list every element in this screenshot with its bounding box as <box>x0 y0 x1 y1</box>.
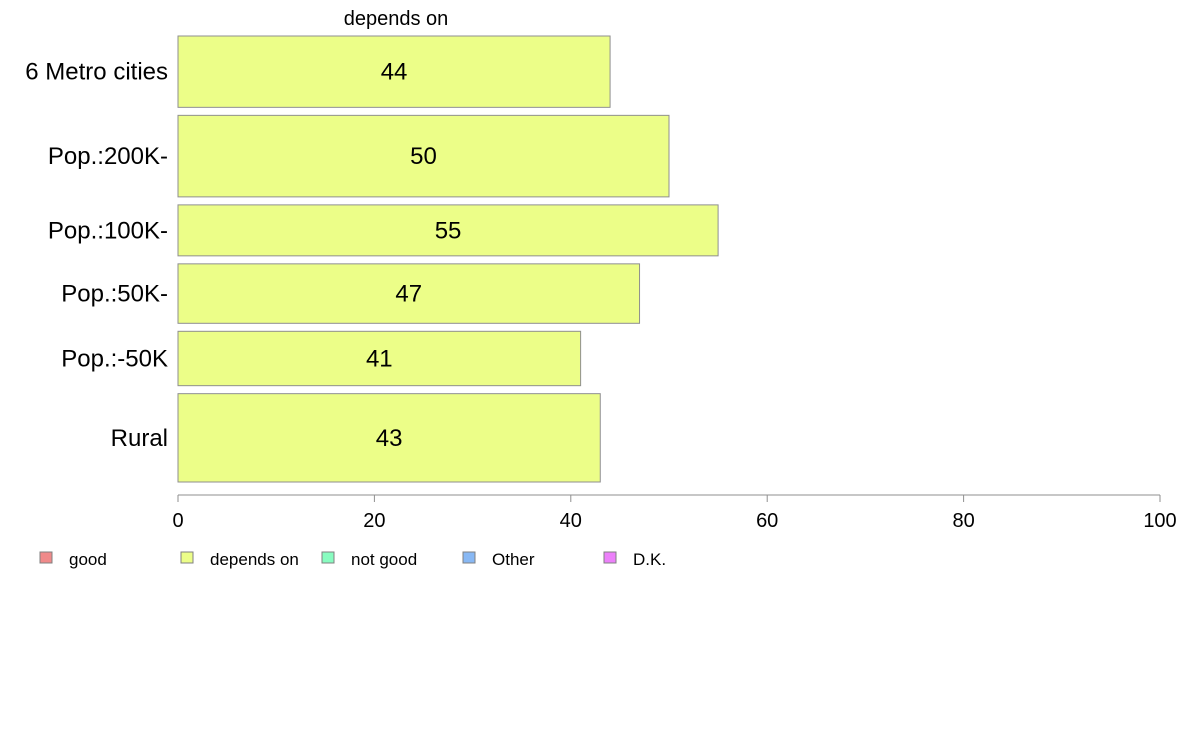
x-tick-label: 20 <box>363 510 385 532</box>
category-label: Rural <box>111 425 168 452</box>
category-label: Pop.:-50K <box>61 345 168 372</box>
x-tick-label: 80 <box>952 510 974 532</box>
bar <box>177 35 611 108</box>
bar-value-label: 50 <box>410 143 437 170</box>
bar-value-label: 44 <box>381 59 408 86</box>
bar-value-label: 41 <box>366 345 393 372</box>
category-label: Pop.:100K- <box>48 217 168 244</box>
legend-swatch <box>603 551 617 564</box>
x-tick-label: 100 <box>1143 510 1176 532</box>
x-axis: 0 20 40 60 80 100 <box>172 494 1177 532</box>
bar <box>177 393 601 483</box>
bar <box>177 204 719 257</box>
legend-label: not good <box>351 550 417 569</box>
bar-value-label: 55 <box>435 217 462 244</box>
legend-swatch <box>321 551 335 564</box>
category-label: Pop.:50K- <box>61 281 168 308</box>
legend-label: good <box>69 550 107 569</box>
bar-value-label: 47 <box>395 281 422 308</box>
legend-label: depends on <box>210 550 299 569</box>
legend: good depends on not good Other D.K. <box>39 550 666 569</box>
legend-swatch <box>180 551 194 564</box>
x-tick-label: 0 <box>172 510 183 532</box>
legend-swatch <box>462 551 476 564</box>
chart-title: depends on <box>344 8 449 30</box>
bar <box>177 263 641 324</box>
category-label: 6 Metro cities <box>25 59 168 86</box>
legend-label: D.K. <box>633 550 666 569</box>
bars-group: 44 6 Metro cities 50 Pop.:200K- 55 Pop.:100K-… <box>25 35 719 483</box>
bar-value-label: 43 <box>376 425 403 452</box>
x-tick-label: 60 <box>756 510 778 532</box>
legend-swatch <box>39 551 53 564</box>
x-tick-label: 40 <box>560 510 582 532</box>
category-label: Pop.:200K- <box>48 143 168 170</box>
legend-label: Other <box>492 550 535 569</box>
bar <box>177 114 670 198</box>
bar <box>177 330 582 387</box>
